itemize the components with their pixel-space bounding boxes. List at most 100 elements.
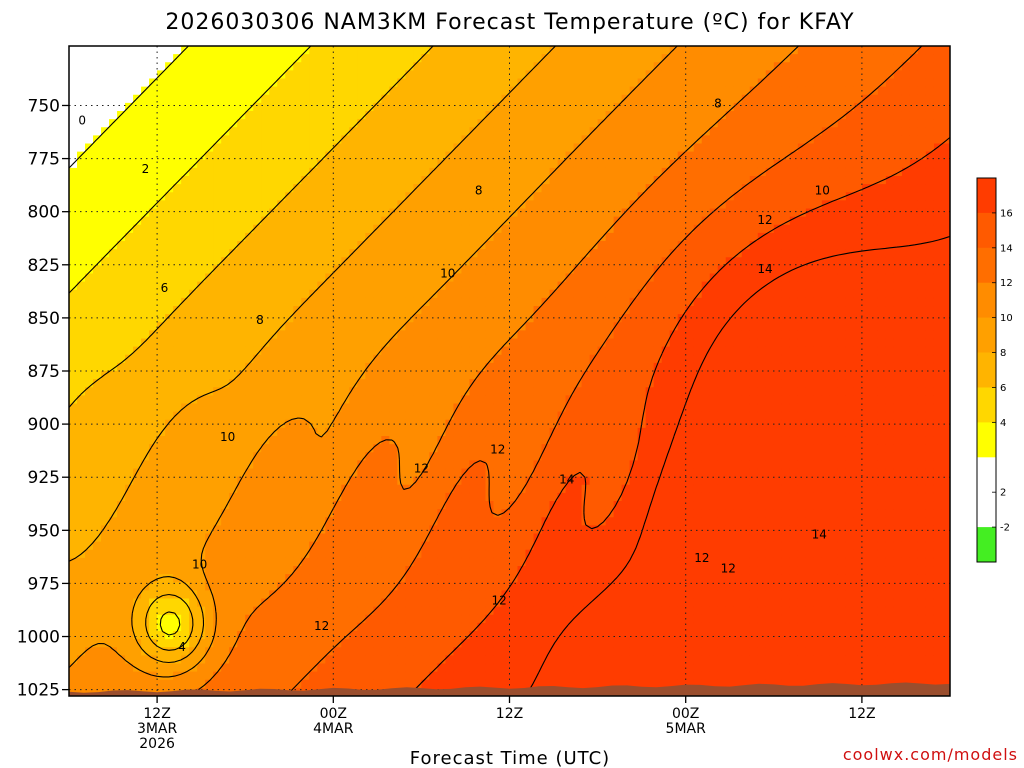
temperature-cell: [453, 314, 463, 323]
temperature-cell: [141, 184, 150, 193]
temperature-cell: [453, 566, 463, 575]
temperature-cell: [389, 111, 398, 120]
temperature-cell: [125, 403, 134, 413]
temperature-cell: [285, 143, 294, 153]
temperature-cell: [205, 62, 214, 71]
temperature-cell: [277, 257, 286, 266]
temperature-cell: [253, 468, 262, 478]
temperature-cell: [205, 306, 214, 315]
temperature-cell: [533, 509, 543, 518]
temperature-cell: [429, 387, 439, 396]
temperature-cell: [365, 151, 374, 161]
temperature-cell: [149, 582, 158, 591]
temperature-cell: [277, 281, 286, 291]
temperature-cell: [253, 200, 262, 210]
temperature-cell: [125, 330, 134, 340]
temperature-cell: [333, 143, 342, 153]
temperature-cell: [173, 289, 182, 299]
temperature-cell: [69, 419, 78, 429]
temperature-cell: [317, 289, 326, 299]
temperature-cell: [429, 322, 439, 331]
temperature-cell: [77, 257, 86, 266]
temperature-cell: [413, 509, 422, 518]
temperature-cell: [301, 322, 310, 331]
temperature-cell: [117, 62, 126, 71]
temperature-cell: [253, 525, 262, 535]
temperature-cell: [237, 476, 246, 486]
temperature-cell: [309, 151, 318, 161]
temperature-cell: [381, 330, 390, 340]
temperature-cell: [445, 289, 455, 299]
temperature-cell: [341, 492, 350, 502]
temperature-cell: [333, 192, 342, 201]
temperature-cell: [149, 289, 158, 299]
temperature-cell: [453, 476, 463, 486]
temperature-cell: [413, 289, 422, 299]
temperature-cell: [349, 135, 358, 145]
temperature-cell: [101, 476, 110, 486]
temperature-cell: [277, 232, 286, 242]
temperature-cell: [149, 338, 158, 348]
temperature-cell: [125, 647, 134, 656]
temperature-cell: [189, 62, 198, 71]
temperature-cell: [293, 411, 302, 421]
temperature-cell: [117, 330, 126, 340]
temperature-cell: [541, 94, 551, 104]
temperature-cell: [477, 167, 487, 177]
temperature-cell: [237, 509, 246, 518]
temperature-cell: [421, 403, 431, 413]
temperature-cell: [493, 492, 503, 502]
temperature-cell: [333, 582, 342, 591]
temperature-cell: [197, 379, 206, 388]
temperature-cell: [429, 492, 439, 502]
temperature-cell: [429, 167, 439, 177]
temperature-cell: [173, 119, 182, 128]
temperature-cell: [461, 590, 471, 600]
temperature-cell: [101, 663, 110, 673]
temperature-cell: [541, 46, 551, 55]
temperature-cell: [517, 249, 527, 258]
temperature-cell: [125, 371, 134, 380]
temperature-cell: [213, 582, 222, 591]
temperature-cell: [197, 647, 206, 656]
temperature-cell: [85, 216, 94, 226]
temperature-cell: [389, 387, 398, 396]
temperature-cell: [101, 265, 110, 275]
temperature-cell: [381, 509, 390, 518]
temperature-cell: [565, 208, 575, 218]
temperature-cell: [397, 86, 406, 96]
temperature-cell: [501, 127, 511, 136]
temperature-cell: [509, 403, 519, 413]
temperature-cell: [277, 509, 286, 518]
temperature-cell: [405, 395, 414, 405]
temperature-cell: [381, 143, 390, 153]
temperature-cell: [357, 151, 366, 161]
temperature-cell: [269, 119, 278, 128]
temperature-cell: [133, 102, 142, 112]
temperature-cell: [357, 549, 366, 559]
temperature-cell: [85, 241, 94, 250]
temperature-cell: [261, 338, 270, 348]
temperature-cell: [133, 62, 142, 71]
temperature-cell: [213, 631, 222, 640]
temperature-cell: [285, 265, 294, 275]
temperature-cell: [557, 257, 567, 266]
temperature-cell: [381, 111, 390, 120]
temperature-cell: [309, 119, 318, 128]
temperature-cell: [453, 289, 463, 299]
temperature-cell: [389, 62, 398, 71]
temperature-cell: [229, 216, 238, 226]
temperature-cell: [101, 119, 110, 128]
temperature-cell: [357, 631, 366, 640]
temperature-cell: [189, 566, 198, 575]
temperature-cell: [141, 541, 150, 551]
temperature-cell: [141, 639, 150, 648]
temperature-cell: [309, 111, 318, 120]
temperature-cell: [493, 525, 503, 535]
temperature-cell: [541, 281, 551, 291]
temperature-cell: [333, 281, 342, 291]
temperature-cell: [397, 614, 406, 624]
temperature-cell: [229, 338, 238, 348]
temperature-cell: [437, 574, 447, 583]
temperature-cell: [405, 86, 414, 96]
